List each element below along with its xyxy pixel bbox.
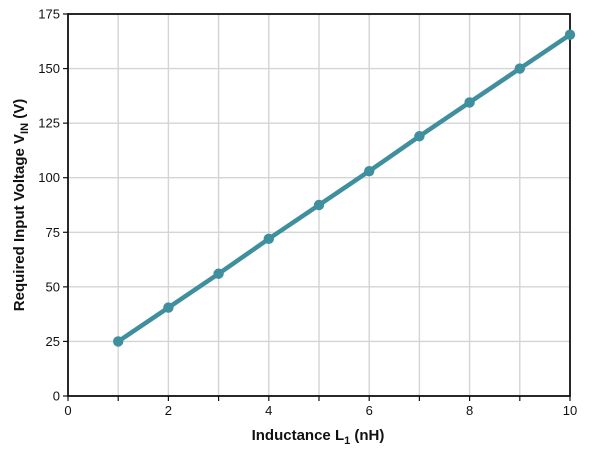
- x-tick-label: 10: [563, 403, 577, 418]
- y-tick-label: 100: [38, 170, 60, 185]
- data-point: [364, 165, 375, 177]
- y-tick-label: 25: [46, 334, 60, 349]
- data-point: [464, 97, 475, 108]
- x-tick-label: 0: [64, 403, 71, 418]
- data-series: [113, 29, 576, 347]
- x-tick-label: 6: [366, 403, 373, 418]
- data-point: [113, 336, 124, 347]
- x-tick-labels: 0 2 4 6 8 10: [64, 403, 577, 418]
- y-tick-label: 50: [46, 279, 60, 294]
- data-point: [213, 268, 224, 279]
- series-line: [115, 32, 573, 344]
- y-tick-label: 75: [46, 225, 60, 240]
- x-tick-label: 4: [265, 403, 272, 418]
- y-tick-label: 150: [38, 61, 60, 76]
- y-tick-label: 0: [53, 389, 60, 404]
- axes: [63, 13, 571, 401]
- y-axis-title: Required Input Voltage VIN (V): [11, 99, 31, 311]
- data-point: [163, 302, 174, 313]
- data-point: [564, 29, 576, 40]
- y-tick-label: 125: [38, 116, 60, 131]
- data-point: [263, 233, 274, 245]
- y-tick-labels: 0 25 50 75 100 125 150 175: [38, 7, 60, 404]
- x-tick-label: 8: [466, 403, 473, 418]
- x-axis-title: Inductance L1 (nH): [252, 427, 385, 447]
- x-tick-label: 2: [165, 403, 172, 418]
- data-point: [313, 199, 325, 211]
- data-point: [414, 131, 425, 142]
- y-tick-label: 175: [38, 7, 60, 22]
- data-point: [514, 63, 525, 74]
